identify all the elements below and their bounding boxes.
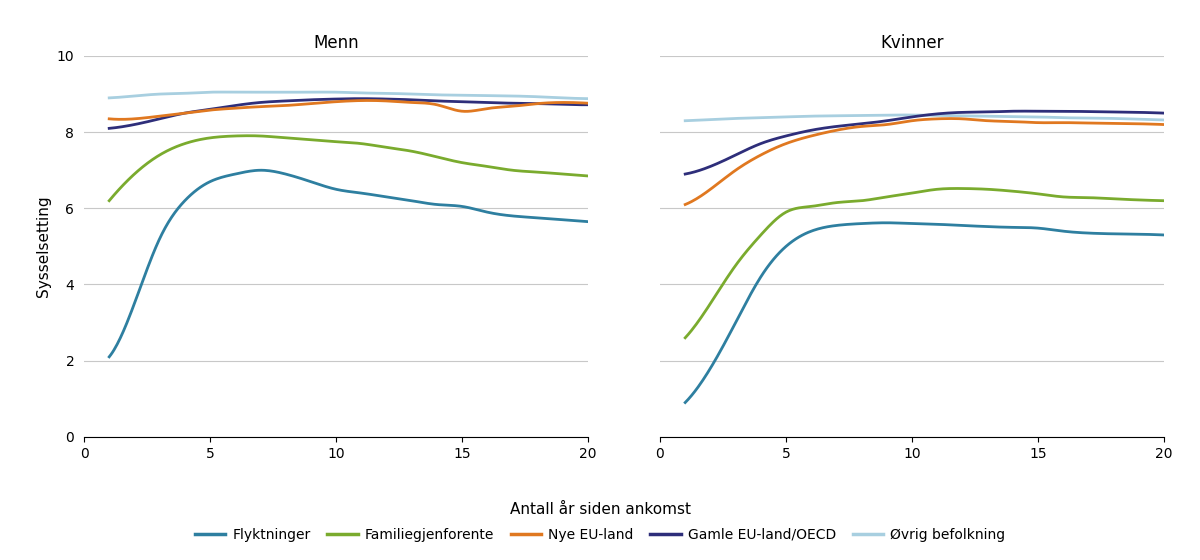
Title: Menn: Menn [313,34,359,52]
Y-axis label: Sysselsetting: Sysselsetting [36,195,52,297]
Legend: Flyktninger, Familiegjenforente, Nye EU-land, Gamle EU-land/OECD, Øvrig befolkni: Flyktninger, Familiegjenforente, Nye EU-… [190,522,1010,548]
Text: Antall år siden ankomst: Antall år siden ankomst [510,502,690,517]
Title: Kvinner: Kvinner [881,34,943,52]
